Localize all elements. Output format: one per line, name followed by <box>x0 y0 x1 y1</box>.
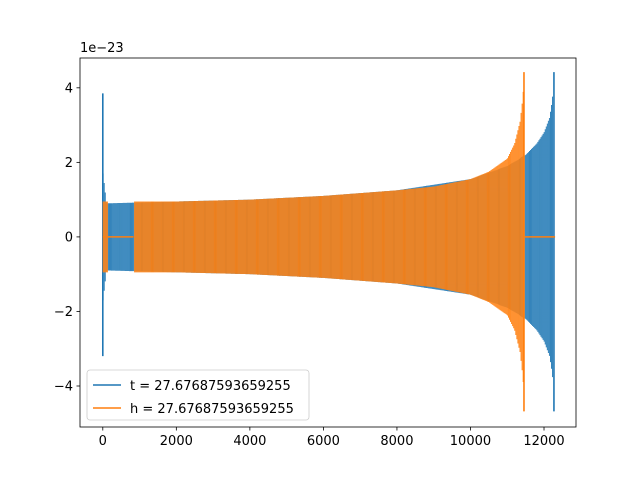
legend: t = 27.67687593659255 h = 27.676875936592… <box>86 369 310 421</box>
legend-box <box>86 369 310 421</box>
y-tick-label: 0 <box>65 230 73 245</box>
x-tick-label: 4000 <box>233 434 266 449</box>
y-tick-label: 4 <box>65 81 73 96</box>
y-tick-label: −4 <box>54 380 73 395</box>
y-axis-ticks: −4 −2 0 2 4 <box>54 81 80 395</box>
x-tick-label: 12000 <box>523 434 564 449</box>
series-1-waveform <box>102 91 524 382</box>
x-tick-label: 8000 <box>380 434 413 449</box>
y-tick-label: −2 <box>54 305 73 320</box>
legend-label-1: h = 27.67687593659255 <box>130 402 294 417</box>
y-offset-label: 1e−23 <box>80 41 124 56</box>
axes-frame <box>79 57 577 428</box>
y-tick-label: 2 <box>65 156 73 171</box>
x-tick-label: 6000 <box>307 434 340 449</box>
series-1 <box>102 72 556 412</box>
x-axis-ticks: 0 2000 4000 6000 8000 10000 12000 <box>99 427 565 449</box>
legend-label-0: t = 27.67687593659255 <box>130 379 291 394</box>
x-tick-label: 2000 <box>160 434 193 449</box>
series-layer <box>101 72 556 412</box>
x-tick-label: 10000 <box>450 434 491 449</box>
x-tick-label: 0 <box>99 434 107 449</box>
